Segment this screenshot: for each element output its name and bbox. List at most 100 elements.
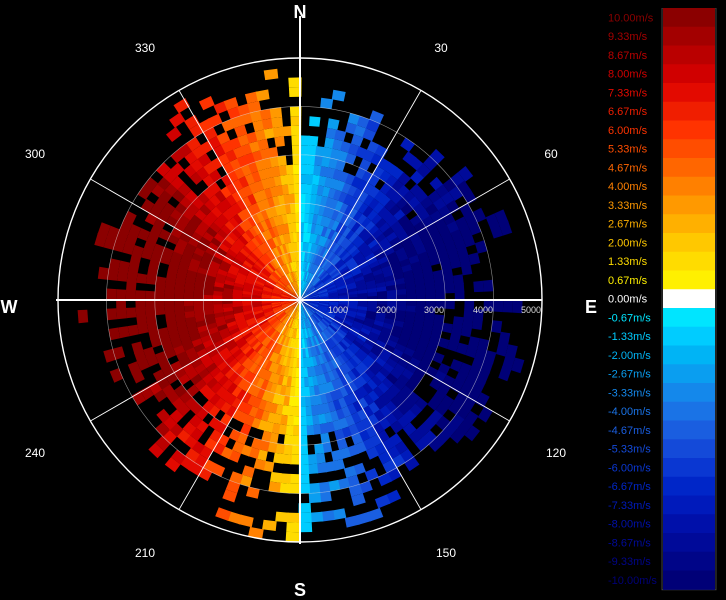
velocity-bin — [354, 336, 365, 346]
velocity-bin — [367, 300, 378, 305]
velocity-bin — [326, 284, 337, 290]
velocity-bin — [169, 162, 185, 177]
velocity-bin — [289, 328, 294, 338]
velocity-bin — [309, 293, 319, 298]
velocity-bin — [327, 265, 337, 275]
velocity-bin — [269, 329, 278, 340]
velocity-bin — [396, 305, 407, 312]
velocity-bin — [244, 347, 255, 358]
angle-label-150: 150 — [436, 546, 456, 560]
velocity-bin — [343, 193, 354, 206]
velocity-bin — [232, 374, 244, 387]
velocity-bin — [193, 246, 206, 257]
velocity-bin — [400, 385, 413, 398]
velocity-bin — [452, 316, 464, 327]
velocity-bin — [432, 269, 444, 280]
velocity-bin — [234, 124, 248, 138]
velocity-bin — [284, 326, 290, 337]
velocity-bin — [324, 328, 333, 338]
legend-label: -2.00m/s — [608, 350, 651, 362]
velocity-bin — [375, 233, 387, 244]
velocity-bin — [272, 289, 282, 294]
legend-swatch — [663, 8, 715, 28]
legend-swatch — [663, 251, 715, 272]
velocity-bin — [352, 378, 363, 390]
velocity-bin — [243, 309, 254, 315]
velocity-bin — [190, 357, 203, 369]
velocity-bin — [300, 300, 302, 310]
velocity-bin — [313, 313, 322, 321]
velocity-bin — [279, 313, 287, 322]
velocity-bin — [276, 281, 285, 289]
velocity-bin — [264, 370, 273, 382]
velocity-bin — [281, 276, 289, 285]
velocity-bin — [289, 473, 300, 484]
velocity-bin — [338, 294, 349, 299]
velocity-bin — [208, 416, 221, 430]
velocity-bin — [198, 96, 215, 111]
velocity-bin — [386, 289, 397, 296]
velocity-bin — [165, 277, 176, 287]
velocity-bin — [271, 302, 282, 306]
velocity-bin — [354, 364, 365, 376]
velocity-bin — [405, 281, 416, 290]
velocity-bin — [335, 330, 346, 340]
velocity-bin — [305, 318, 311, 328]
velocity-bin — [315, 255, 323, 266]
velocity-bin — [183, 293, 194, 300]
velocity-bin — [383, 343, 395, 354]
velocity-bin — [332, 189, 343, 201]
velocity-bin — [397, 338, 409, 348]
velocity-bin — [315, 311, 324, 319]
velocity-bin — [309, 346, 315, 357]
velocity-bin — [282, 325, 289, 336]
velocity-bin — [256, 258, 266, 268]
velocity-bin — [356, 333, 368, 343]
velocity-bin — [385, 174, 399, 188]
velocity-bin — [367, 239, 379, 250]
velocity-bin — [293, 318, 297, 329]
velocity-bin — [351, 354, 362, 366]
velocity-bin — [307, 327, 312, 338]
velocity-bin — [226, 511, 243, 525]
velocity-bin — [246, 394, 257, 407]
velocity-bin — [425, 285, 436, 295]
velocity-bin — [213, 339, 225, 349]
velocity-bin — [231, 227, 243, 239]
velocity-bin — [276, 245, 283, 256]
velocity-bin — [203, 304, 214, 311]
velocity-bin — [189, 171, 204, 185]
velocity-bin — [261, 291, 272, 296]
velocity-bin — [286, 307, 294, 315]
velocity-bin — [220, 364, 232, 376]
velocity-bin — [184, 189, 198, 203]
velocity-bin — [267, 176, 277, 188]
velocity-bin — [362, 382, 374, 395]
velocity-bin — [269, 273, 279, 282]
velocity-bin — [320, 236, 328, 248]
velocity-bin — [370, 264, 382, 273]
velocity-bin — [386, 251, 398, 262]
velocity-bin — [108, 327, 121, 341]
velocity-bin — [269, 156, 280, 168]
velocity-bin — [213, 217, 226, 229]
azimuth-spoke-60 — [299, 178, 510, 301]
velocity-bin — [290, 454, 300, 465]
velocity-bin — [109, 368, 124, 383]
velocity-bin — [254, 129, 267, 141]
velocity-bin — [196, 241, 209, 252]
velocity-bin — [298, 454, 309, 465]
velocity-bin — [232, 441, 245, 454]
velocity-bin — [285, 327, 291, 337]
velocity-bin — [307, 337, 313, 348]
velocity-bin — [222, 489, 238, 503]
velocity-bin — [320, 226, 329, 237]
velocity-bin — [267, 277, 277, 285]
velocity-bin — [272, 288, 283, 294]
velocity-bin — [462, 317, 474, 329]
velocity-bin — [275, 511, 289, 523]
velocity-bin — [304, 318, 309, 329]
velocity-bin — [234, 351, 246, 362]
velocity-bin — [377, 382, 389, 395]
velocity-bin — [336, 312, 346, 318]
